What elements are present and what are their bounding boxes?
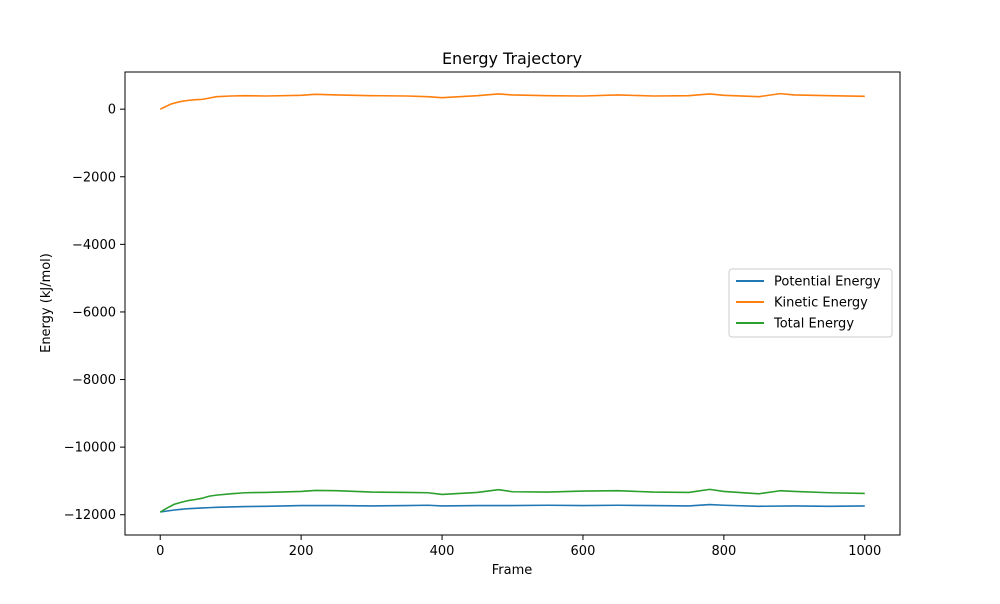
y-tick-label: −10000	[64, 441, 116, 456]
y-axis-label: Energy (kJ/mol)	[39, 253, 54, 353]
x-tick-label: 800	[711, 544, 736, 559]
x-axis-label: Frame	[492, 563, 533, 578]
x-tick-label: 0	[156, 544, 164, 559]
x-tick-label: 400	[430, 544, 455, 559]
series-line-potential-energy	[160, 503, 865, 513]
series-line-total-energy	[159, 488, 865, 513]
x-tick-label: 600	[571, 544, 596, 559]
legend: Potential Energy Kinetic Energy Total Ener…	[728, 268, 893, 338]
series-line-kinetic-energy	[159, 92, 865, 110]
y-tick-label: −12000	[64, 508, 116, 523]
plot-frame	[124, 71, 901, 536]
chart-title: Energy Trajectory	[442, 49, 582, 68]
series-group	[159, 92, 865, 513]
y-tick-label: −6000	[72, 305, 116, 320]
legend-label-potential-energy: Potential Energy	[774, 275, 881, 290]
y-tick-label: 0	[108, 103, 116, 118]
y-tick-label: −8000	[72, 373, 116, 388]
legend-box	[728, 268, 893, 338]
legend-label-total-energy: Total Energy	[773, 317, 854, 332]
y-tick-label: −4000	[72, 238, 116, 253]
x-tick-label: 1000	[848, 544, 881, 559]
x-tick-label: 200	[289, 544, 314, 559]
y-tick-label: −2000	[72, 170, 116, 185]
legend-label-kinetic-energy: Kinetic Energy	[774, 296, 868, 311]
